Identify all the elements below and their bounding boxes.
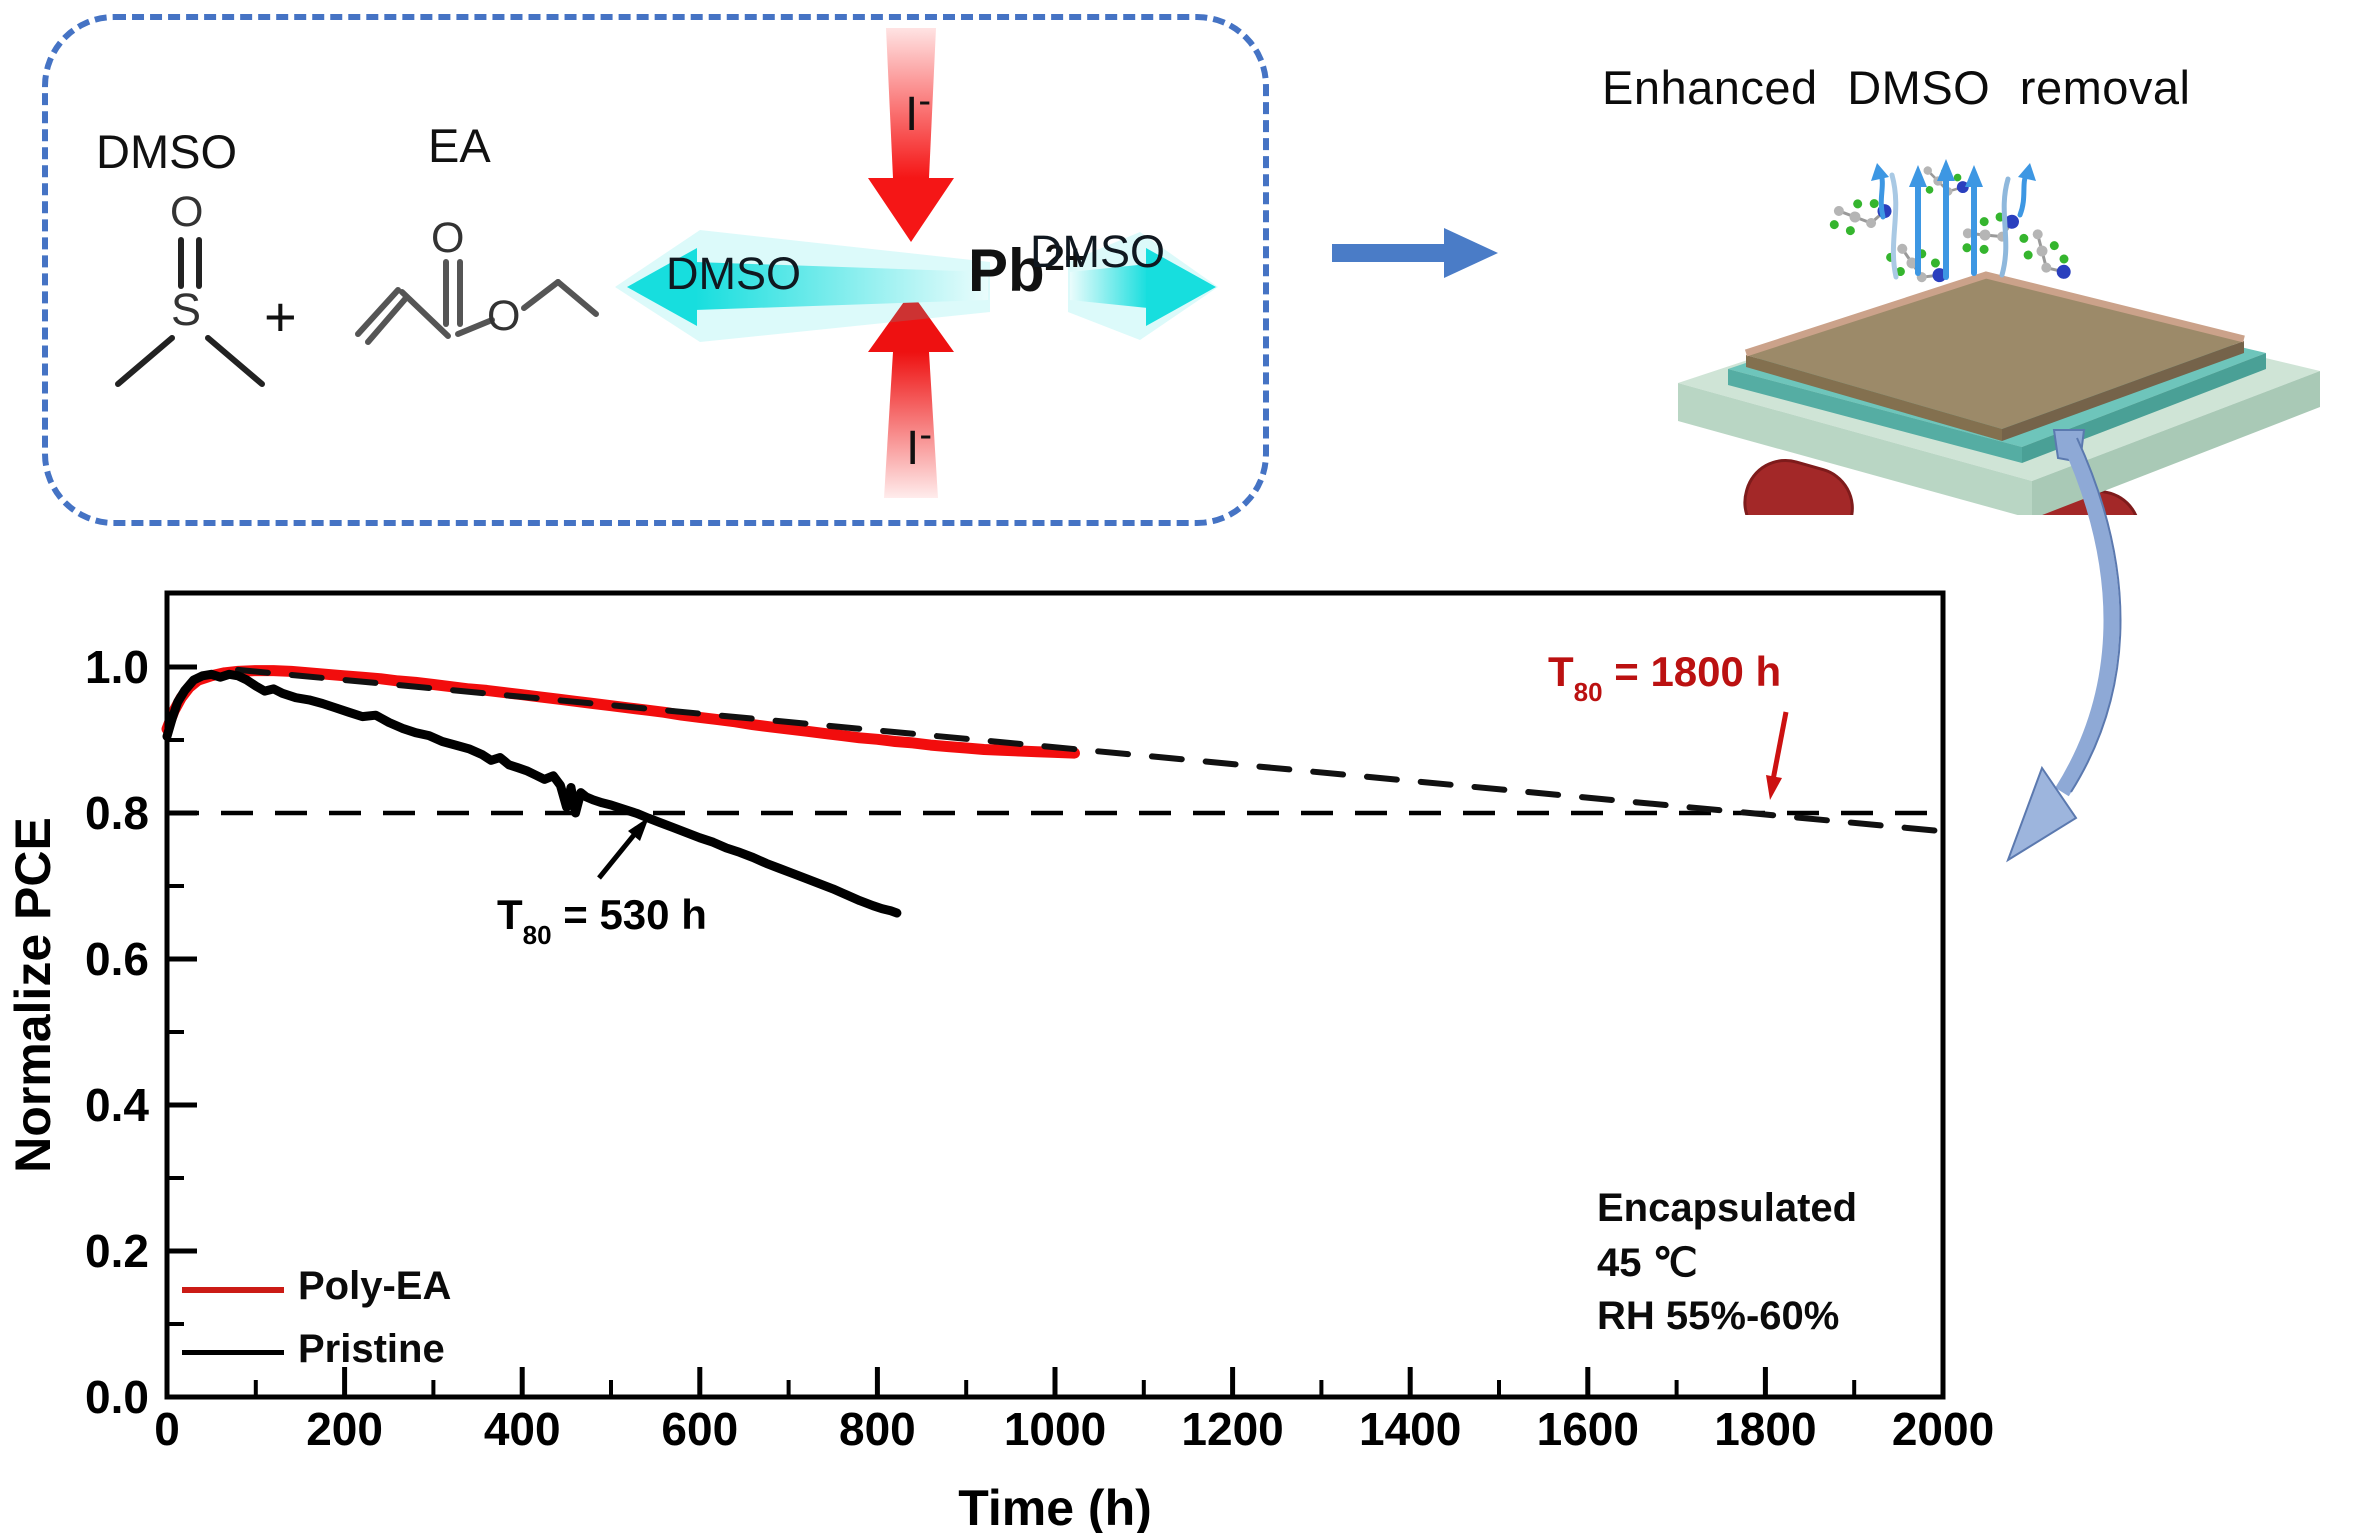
scheme-graphics [115, 28, 1498, 498]
device-to-chart-curved-arrow-icon [2006, 429, 2122, 863]
dmso-oxygen-atom: O [170, 188, 204, 236]
dmso-sulfur-atom: S [171, 284, 202, 335]
perovskite-film [1744, 271, 2245, 441]
dmso-molecule-label: DMSO [96, 125, 237, 178]
svg-text:0.6: 0.6 [85, 933, 149, 985]
svg-text:600: 600 [661, 1403, 738, 1455]
condition-temperature: 45 ℃ [1597, 1241, 1698, 1285]
ea-ester-oxygen-atom: O [487, 292, 521, 340]
legend-label-pristine: Pristine [298, 1327, 445, 1371]
ea-structure [355, 259, 599, 345]
svg-text:1.0: 1.0 [85, 641, 149, 693]
lead-ion-label: Pb2+ [968, 237, 1086, 304]
iodide-up-arrow-icon [868, 292, 954, 498]
svg-text:1200: 1200 [1181, 1403, 1283, 1455]
svg-text:1000: 1000 [1004, 1403, 1106, 1455]
legend-line-polyea [182, 1287, 284, 1293]
legend-line-pristine [182, 1350, 284, 1355]
page-title: Enhanced DMSO removal [1602, 61, 2191, 114]
svg-text:0: 0 [154, 1403, 180, 1455]
escaping-molecules [1823, 162, 2083, 293]
pce-stability-chart: 0 200 400 600 800 1000 1200 1400 1600 1800 2000 0.0… [5, 590, 1994, 1533]
svg-text:0.0: 0.0 [85, 1371, 149, 1423]
svg-text:800: 800 [839, 1403, 916, 1455]
svg-text:0.2: 0.2 [85, 1225, 149, 1277]
svg-text:400: 400 [484, 1403, 561, 1455]
iodide-down-arrow-icon [868, 28, 954, 242]
ea-carbonyl-oxygen-atom: O [431, 214, 465, 262]
dmso-released-left-label: DMSO [666, 248, 801, 299]
svg-text:Time (h): Time (h) [958, 1480, 1152, 1533]
condition-humidity: RH 55%-60% [1597, 1294, 1840, 1338]
svg-text:1400: 1400 [1359, 1403, 1461, 1455]
svg-text:2000: 2000 [1892, 1403, 1994, 1455]
t80-polyea-arrow-icon [1766, 711, 1789, 800]
condition-encapsulated: Encapsulated [1597, 1186, 1858, 1230]
t80-pristine-arrow-icon [597, 817, 649, 880]
svg-text:0.8: 0.8 [85, 787, 149, 839]
svg-text:0.4: 0.4 [85, 1079, 149, 1131]
iodide-ion-top-label: I- [905, 80, 931, 141]
ea-molecule-label: EA [428, 119, 491, 172]
dmso-escape-arrows-icon [1871, 159, 2036, 280]
t80-pristine-annotation: T80 = 530 h [497, 891, 707, 951]
t80-polyea-annotation: T80 = 1800 h [1548, 648, 1782, 708]
svg-text:200: 200 [306, 1403, 383, 1455]
scheme-to-device-arrow-icon [1332, 228, 1498, 278]
svg-text:1800: 1800 [1714, 1403, 1816, 1455]
dmso-structure [115, 237, 265, 387]
dmso-released-right-label: DMSO [1030, 226, 1165, 277]
iodide-ion-bottom-label: I- [906, 414, 932, 475]
plus-sign: + [264, 285, 297, 348]
legend-label-polyea: Poly-EA [298, 1264, 452, 1308]
reaction-scheme-box [42, 14, 1269, 526]
dmso-right-arrow-icon [1068, 232, 1218, 340]
svg-text:Normalize PCE: Normalize PCE [5, 817, 61, 1173]
svg-text:1600: 1600 [1537, 1403, 1639, 1455]
dmso-left-arrow-icon [615, 230, 990, 342]
